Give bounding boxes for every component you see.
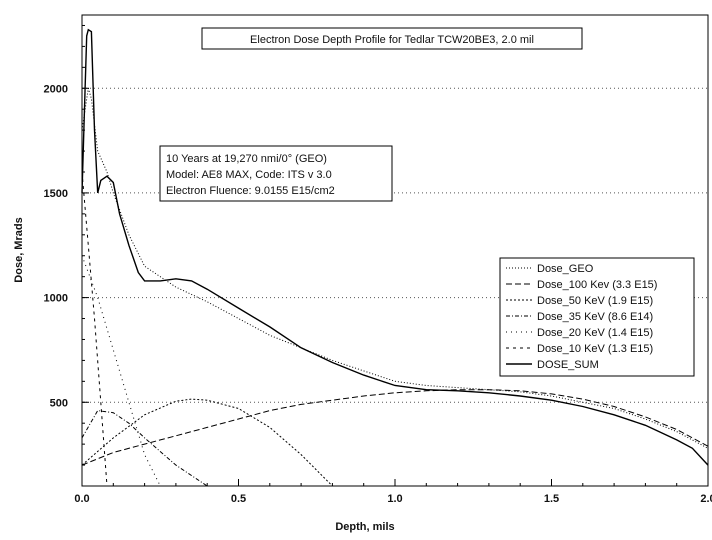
- chart-title: Electron Dose Depth Profile for Tedlar T…: [250, 34, 534, 46]
- legend-label-4: Dose_20 KeV (1.4 E15): [537, 327, 653, 339]
- legend-label-1: Dose_100 Kev (3.3 E15): [537, 279, 657, 291]
- series-line-2: [81, 398, 333, 487]
- y-axis: 500 1000 1500 2000: [44, 24, 89, 466]
- legend-label-2: Dose_50 KeV (1.9 E15): [537, 295, 653, 307]
- series-line-5: [81, 171, 108, 487]
- y-axis-label: Dose, Mrads: [13, 217, 25, 282]
- legend-label-0: Dose_GEO: [537, 263, 594, 275]
- legend: Dose_GEO Dose_100 Kev (3.3 E15) Dose_50 Ke…: [499, 257, 695, 377]
- x-tick-label-0: 0.0: [74, 493, 89, 505]
- x-axis-label: Depth, mils: [335, 521, 394, 533]
- x-tick-label-2: 1.0: [387, 493, 402, 505]
- series-line-1: [81, 389, 709, 466]
- series-line-6: [81, 28, 709, 466]
- chart-title-box: Electron Dose Depth Profile for Tedlar T…: [201, 27, 583, 50]
- plot-frame: [81, 14, 709, 487]
- x-tick-label-4: 2.0: [700, 493, 712, 505]
- y-tick-label-1: 1000: [44, 293, 68, 305]
- annotation-line-1: 10 Years at 19,270 nmi/0° (GEO): [166, 153, 327, 165]
- legend-label-6: DOSE_SUM: [537, 359, 599, 371]
- x-tick-label-3: 1.5: [544, 493, 559, 505]
- y-tick-label-3: 2000: [44, 83, 68, 95]
- y-tick-label-0: 500: [50, 397, 68, 409]
- annotation-box: 10 Years at 19,270 nmi/0° (GEO) Model: A…: [159, 145, 393, 202]
- series-line-3: [81, 410, 208, 487]
- x-axis: 0.0 0.5 1.0 1.5 2.0: [74, 479, 712, 505]
- series-layer: [81, 28, 709, 487]
- legend-label-5: Dose_10 KeV (1.3 E15): [537, 343, 653, 355]
- annotation-line-2: Model: AE8 MAX, Code: ITS v 3.0: [166, 169, 332, 181]
- y-tick-label-2: 1500: [44, 188, 68, 200]
- annotation-line-3: Electron Fluence: 9.0155 E15/cm2: [166, 185, 335, 197]
- x-tick-label-1: 0.5: [231, 493, 246, 505]
- legend-box: [499, 257, 695, 377]
- legend-label-3: Dose_35 KeV (8.6 E14): [537, 311, 653, 323]
